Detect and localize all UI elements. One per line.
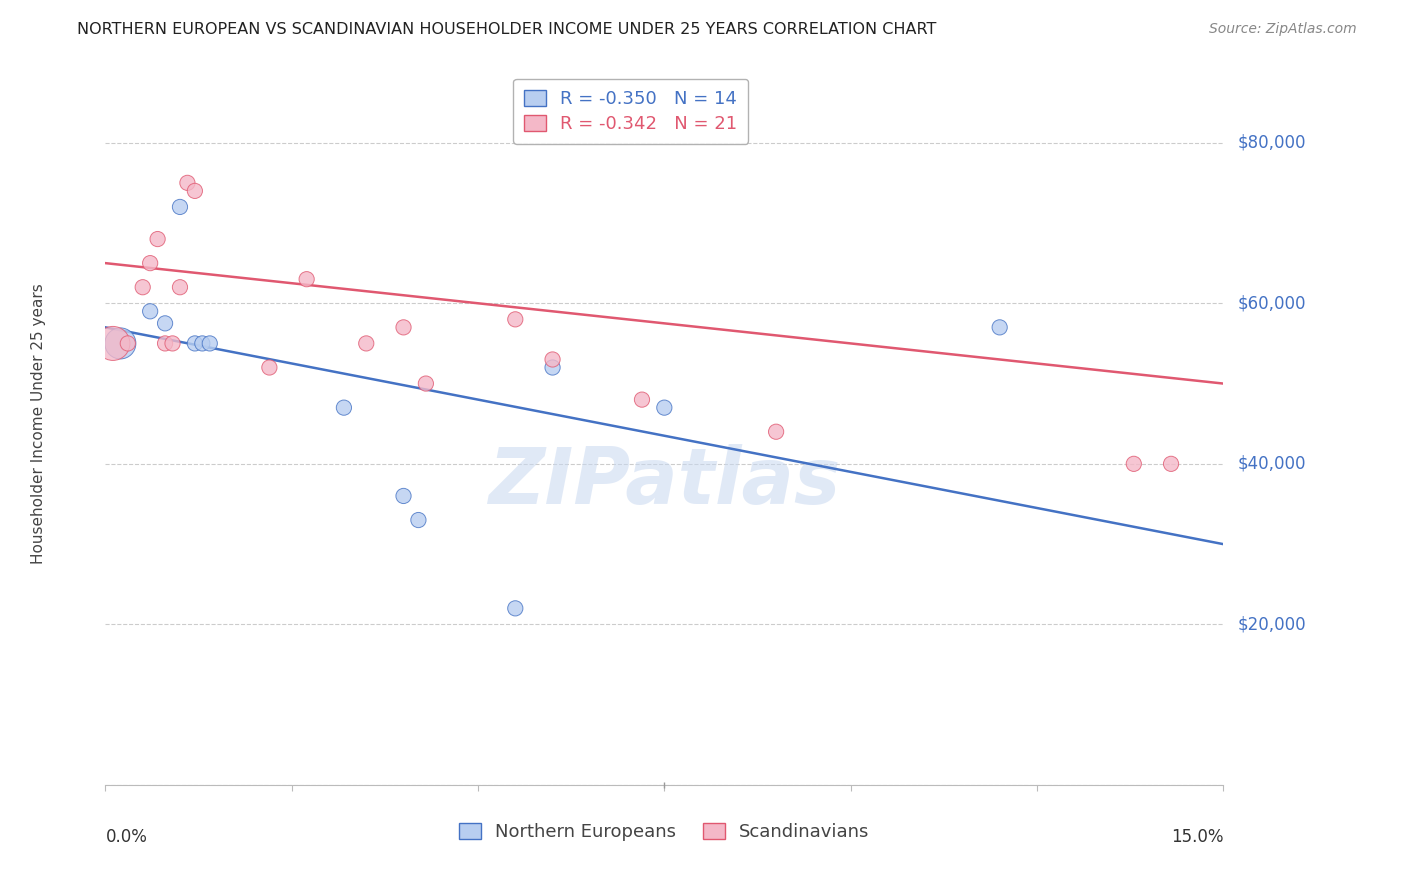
Point	[354, 336, 377, 351]
Point	[139, 256, 162, 270]
Point	[541, 360, 564, 375]
Point	[184, 336, 207, 351]
Point	[162, 336, 184, 351]
Point	[392, 320, 415, 334]
Point	[153, 316, 176, 330]
Text: $60,000: $60,000	[1239, 294, 1306, 312]
Point	[408, 513, 430, 527]
Point	[503, 312, 526, 326]
Text: 15.0%: 15.0%	[1171, 829, 1223, 847]
Point	[132, 280, 155, 294]
Point	[146, 232, 169, 246]
Text: Source: ZipAtlas.com: Source: ZipAtlas.com	[1209, 22, 1357, 37]
Point	[333, 401, 356, 415]
Point	[295, 272, 318, 286]
Point	[176, 176, 198, 190]
Text: Householder Income Under 25 years: Householder Income Under 25 years	[31, 284, 46, 564]
Point	[184, 184, 207, 198]
Point	[503, 601, 526, 615]
Point	[169, 200, 191, 214]
Point	[259, 360, 281, 375]
Point	[988, 320, 1011, 334]
Point	[110, 336, 132, 351]
Text: $80,000: $80,000	[1239, 134, 1306, 152]
Text: 0.0%: 0.0%	[105, 829, 148, 847]
Point	[1122, 457, 1144, 471]
Point	[1160, 457, 1182, 471]
Point	[169, 280, 191, 294]
Point	[198, 336, 221, 351]
Point	[631, 392, 654, 407]
Text: ZIPatlas: ZIPatlas	[488, 443, 841, 519]
Point	[101, 336, 124, 351]
Point	[191, 336, 214, 351]
Text: NORTHERN EUROPEAN VS SCANDINAVIAN HOUSEHOLDER INCOME UNDER 25 YEARS CORRELATION : NORTHERN EUROPEAN VS SCANDINAVIAN HOUSEH…	[77, 22, 936, 37]
Point	[139, 304, 162, 318]
Legend: Northern Europeans, Scandinavians: Northern Europeans, Scandinavians	[451, 815, 877, 848]
Point	[153, 336, 176, 351]
Point	[392, 489, 415, 503]
Text: $40,000: $40,000	[1239, 455, 1306, 473]
Point	[765, 425, 787, 439]
Point	[117, 336, 139, 351]
Point	[652, 401, 676, 415]
Point	[541, 352, 564, 367]
Point	[415, 376, 437, 391]
Text: $20,000: $20,000	[1239, 615, 1306, 633]
